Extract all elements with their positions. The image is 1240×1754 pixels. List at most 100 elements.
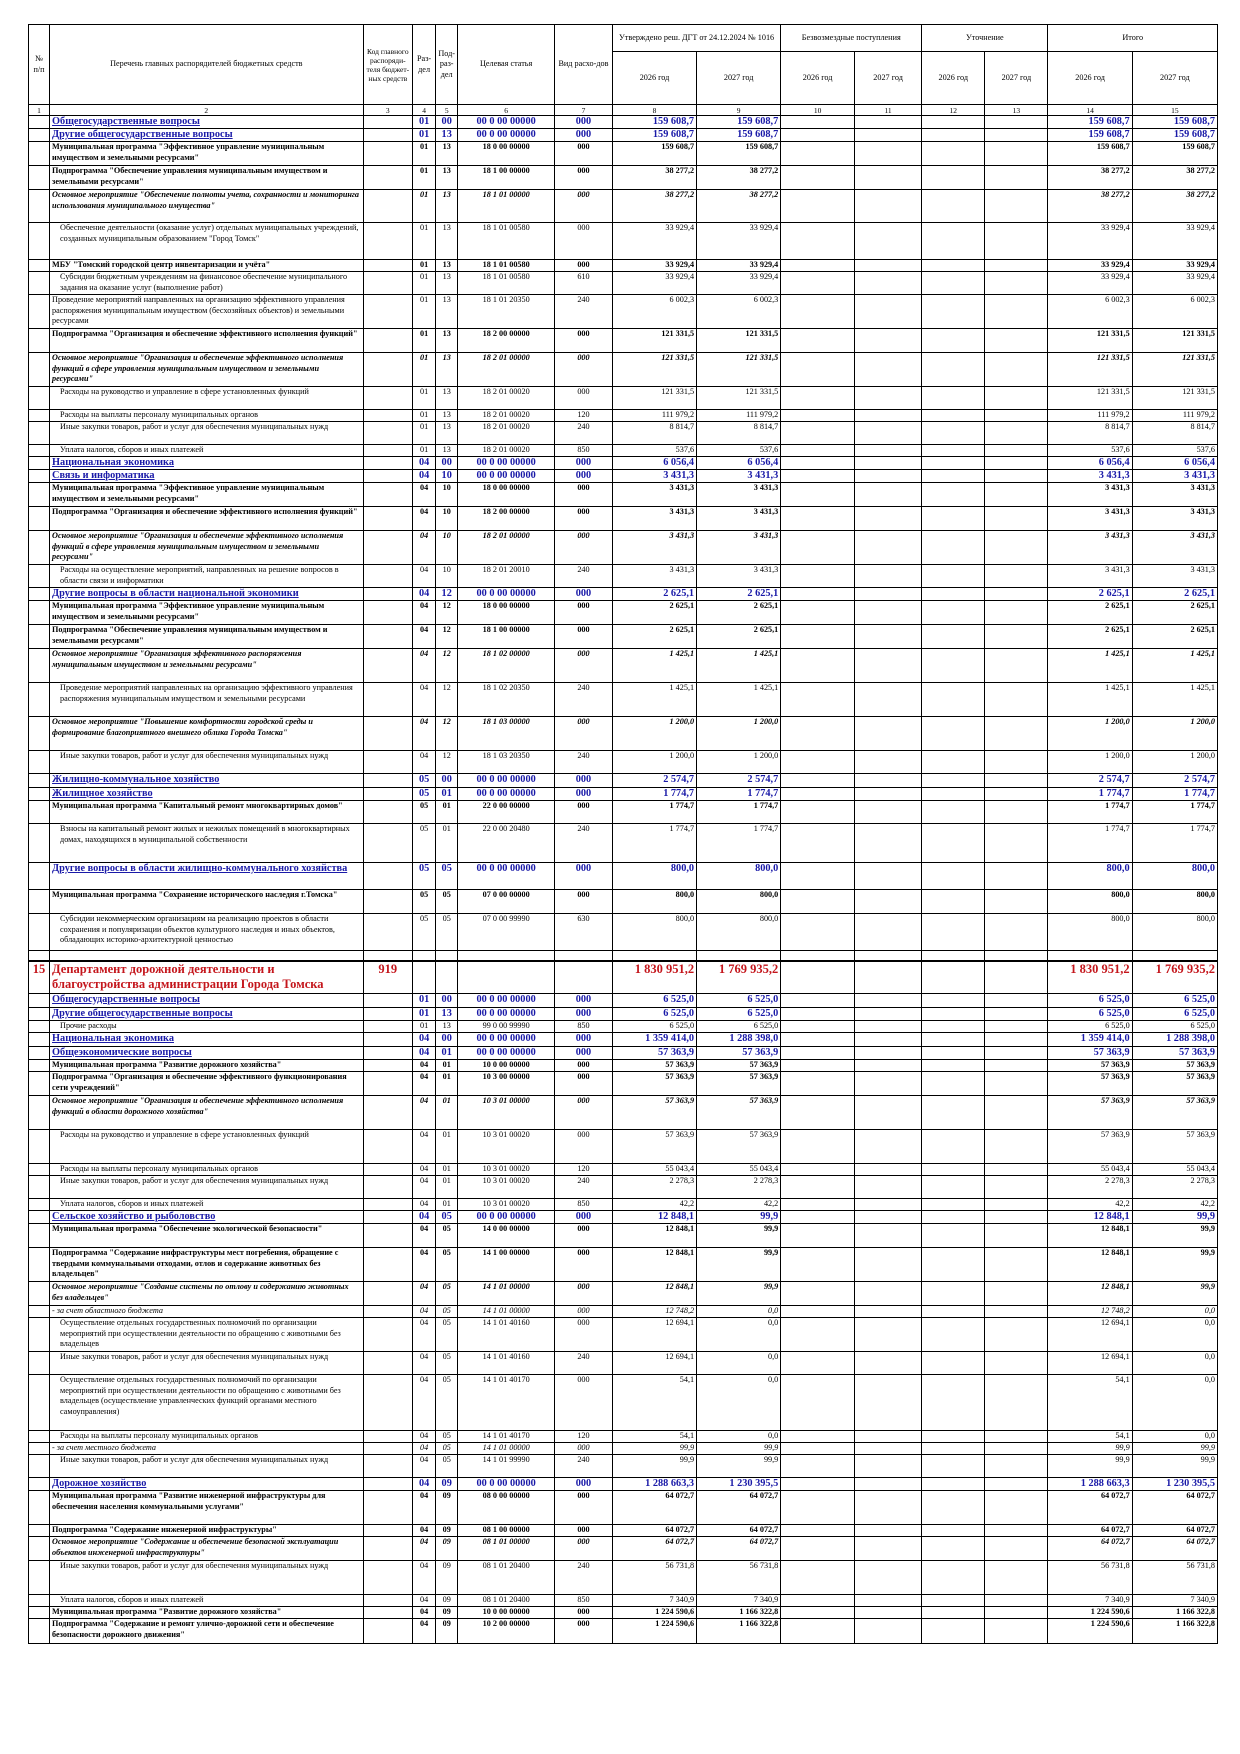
- row-free-2027: [853, 587, 923, 601]
- row-clar-2026: [921, 1007, 986, 1021]
- row-free-2027: [853, 773, 923, 788]
- row-clar-2027: [984, 409, 1049, 422]
- row-podrazdel: 12: [435, 750, 459, 774]
- row-vid: 000: [554, 716, 613, 751]
- row-code: [362, 1095, 414, 1130]
- row-number: [27, 716, 51, 751]
- row-code: [362, 128, 414, 142]
- row-number: [27, 1020, 51, 1033]
- row-approved-2026: 1 830 951,2: [611, 960, 698, 994]
- table-row: Подпрограмма "Организация и обеспечение …: [27, 506, 1219, 531]
- row-vid: 000: [554, 469, 613, 483]
- row-name: МБУ "Томский городской центр инвентариза…: [49, 259, 364, 272]
- table-row: Иные закупки товаров, работ и услуг для …: [27, 1175, 1219, 1199]
- row-approved-2026: 54,1: [611, 1430, 698, 1443]
- table-row: Муниципальная программа "Развитие дорожн…: [27, 1059, 1219, 1072]
- row-number: [27, 222, 51, 260]
- row-free-2027: [853, 530, 923, 565]
- row-approved-2026: 2 625,1: [611, 587, 698, 601]
- row-vid: 120: [554, 409, 613, 422]
- row-clar-2026: [921, 1032, 986, 1047]
- row-name: Подпрограмма "Содержание и ремонт улично…: [49, 1618, 364, 1644]
- row-vid: 000: [554, 259, 613, 272]
- row-code: [362, 862, 414, 890]
- row-target: 18 2 01 00020: [457, 421, 556, 445]
- row-vid: 000: [554, 800, 613, 824]
- row-name: Другие общегосударственные вопросы: [49, 1007, 364, 1021]
- row-code: [362, 823, 414, 863]
- row-approved-2026: 1 425,1: [611, 682, 698, 717]
- row-approved-2027: 1 769 935,2: [696, 960, 782, 994]
- row-approved-2026: 6 525,0: [611, 993, 698, 1008]
- row-number: [27, 750, 51, 774]
- row-approved-2027: 3 431,3: [696, 482, 782, 507]
- row-vid: 000: [554, 1490, 613, 1525]
- row-total-2026: 12 848,1: [1047, 1210, 1133, 1224]
- row-number: [27, 271, 51, 295]
- row-code: [362, 1594, 414, 1607]
- row-code: [362, 716, 414, 751]
- row-clar-2027: [984, 1317, 1049, 1352]
- row-total-2027: 1 200,0: [1131, 716, 1219, 751]
- row-clar-2027: [984, 1247, 1049, 1282]
- table-row: Муниципальная программа "Капитальный рем…: [27, 800, 1219, 824]
- row-clar-2026: [921, 624, 986, 649]
- row-total-2026: 57 363,9: [1047, 1129, 1133, 1164]
- row-razdel: 05: [412, 862, 437, 890]
- row-razdel: 04: [412, 1490, 437, 1525]
- row-code: [362, 1007, 414, 1021]
- row-target: 18 0 00 00000: [457, 141, 556, 166]
- row-vid: 850: [554, 1198, 613, 1211]
- row-total-2027: 64 072,7: [1131, 1536, 1219, 1561]
- row-approved-2026: 12 694,1: [611, 1351, 698, 1375]
- row-free-2026: [780, 1223, 855, 1248]
- row-free-2026: [780, 1129, 855, 1164]
- row-vid: 000: [554, 506, 613, 531]
- header-year: 2026 год: [611, 51, 698, 105]
- row-vid: 120: [554, 1163, 613, 1176]
- table-row: Основное мероприятие "Содержание и обесп…: [27, 1536, 1219, 1561]
- row-vid: 000: [554, 189, 613, 223]
- row-number: [27, 1560, 51, 1595]
- row-total-2027: 3 431,3: [1131, 530, 1219, 565]
- row-approved-2026: 121 331,5: [611, 352, 698, 387]
- row-number: [27, 564, 51, 588]
- row-approved-2026: 57 363,9: [611, 1071, 698, 1096]
- row-clar-2027: [984, 421, 1049, 445]
- row-clar-2027: [984, 1059, 1049, 1072]
- row-approved-2026: 33 929,4: [611, 259, 698, 272]
- row-approved-2027: [696, 950, 782, 962]
- row-free-2027: [853, 862, 923, 890]
- row-approved-2026: 12 848,1: [611, 1247, 698, 1282]
- row-podrazdel: 12: [435, 648, 459, 683]
- row-code: [362, 1223, 414, 1248]
- row-free-2026: [780, 141, 855, 166]
- row-name: Департамент дорожной деятельности и благ…: [49, 960, 364, 994]
- row-podrazdel: 01: [435, 1046, 459, 1060]
- row-name: Основное мероприятие "Создание системы п…: [49, 1281, 364, 1306]
- row-target: 18 1 02 00000: [457, 648, 556, 683]
- row-code: [362, 587, 414, 601]
- row-name: Обеспечение деятельности (оказание услуг…: [49, 222, 364, 260]
- row-free-2026: [780, 165, 855, 190]
- row-clar-2027: [984, 773, 1049, 788]
- row-code: [362, 506, 414, 531]
- row-free-2027: [853, 165, 923, 190]
- row-free-2026: [780, 1618, 855, 1644]
- row-total-2026: 12 694,1: [1047, 1351, 1133, 1375]
- row-target: 00 0 00 00000: [457, 587, 556, 601]
- row-free-2026: [780, 1454, 855, 1478]
- table-row: [27, 950, 1219, 962]
- row-razdel: 04: [412, 469, 437, 483]
- table-body: Общегосударственные вопросы 01 00 00 0 00 0…: [27, 115, 1219, 1644]
- row-podrazdel: 12: [435, 716, 459, 751]
- row-target: [457, 950, 556, 962]
- row-clar-2026: [921, 1020, 986, 1033]
- row-approved-2027: 2 625,1: [696, 600, 782, 625]
- row-total-2027: 800,0: [1131, 862, 1219, 890]
- row-free-2027: [853, 271, 923, 295]
- row-code: [362, 1059, 414, 1072]
- row-free-2026: [780, 1594, 855, 1607]
- row-total-2026: 537,6: [1047, 444, 1133, 457]
- row-podrazdel: 09: [435, 1594, 459, 1607]
